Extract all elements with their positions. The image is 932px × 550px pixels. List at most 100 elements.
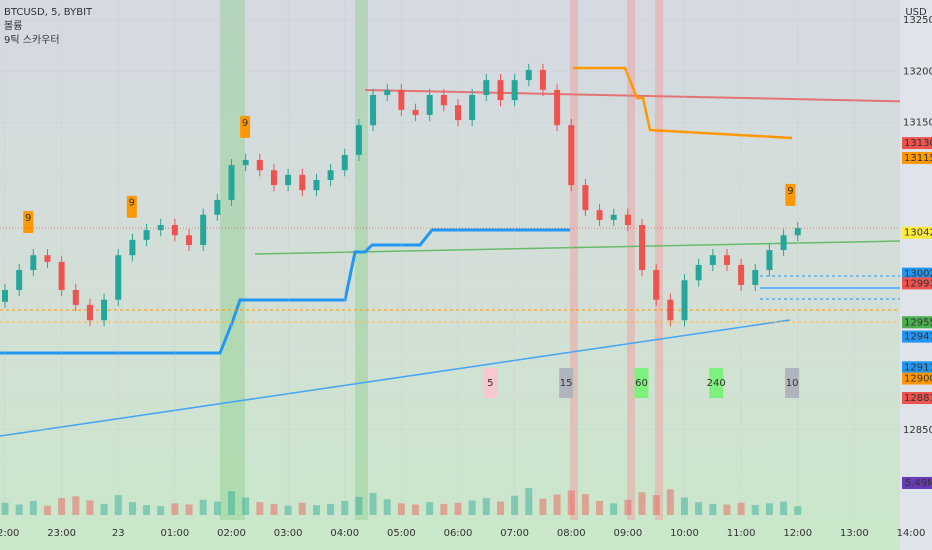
price-tag-label: 12993.0 [904,278,932,289]
x-tick-label: 06:00 [444,528,473,539]
volume-bar [355,496,363,515]
volume-bar [270,503,278,515]
candle-body [16,270,23,291]
x-tick-label: 12:00 [783,528,812,539]
timeframe-box [634,368,649,398]
candle-body [483,80,490,95]
volume-bar [765,503,773,515]
price-tag [902,226,932,239]
y-tick-label: 12850.0 [903,425,932,436]
volume-bar [482,498,490,515]
volume-bar [539,498,547,515]
timeframe-label: 240 [707,378,726,389]
signal-label: 9 [242,118,248,129]
candle-body [30,255,37,271]
timeframe-label: 60 [635,378,648,389]
candle-body [2,290,8,302]
volume-bar [596,501,604,515]
candle-body [455,105,461,121]
timeframe-box [559,368,574,398]
timeframe-label: 10 [786,378,799,389]
volume-bar [383,499,391,515]
volume-bar [284,505,292,515]
candle-body [299,174,306,191]
x-tick-label: 05:00 [387,528,416,539]
volume-bar [327,503,335,515]
overlays [0,0,900,520]
volume-bar [228,491,235,515]
x-tick-label: 23 [112,528,125,539]
volume-bar [511,495,519,515]
volume-bar [341,501,349,515]
candle-body [214,199,221,215]
candle-body [384,89,391,95]
candle-body [738,264,745,285]
volume-bar [1,502,9,515]
candle-body [752,270,759,285]
candle-body [667,299,674,321]
candle-body [228,165,235,200]
candle-body [256,159,263,171]
volume-bar [100,503,108,515]
volume-bar [638,492,646,515]
candle-body [115,255,122,300]
candle-body [511,80,518,101]
price-tag [902,392,932,405]
volume-bar [397,503,405,515]
x-tick-label: 01:00 [160,528,189,539]
price-tag [902,267,932,280]
candle-body [58,261,65,291]
volume-bar [185,504,193,515]
x-tick-label: 03:00 [274,528,303,539]
volume-bar [454,502,462,515]
candle-body [766,250,773,271]
x-tick-label: 23:00 [47,528,76,539]
volume-bar [43,505,51,515]
volume-bar [709,503,717,515]
plot: 9 9 9 9 5 15 60 240 10 [0,0,900,520]
currency-label: USD [905,7,927,18]
volume-bar [695,502,703,515]
volume-bar [468,500,476,515]
volume-bar [440,503,448,515]
y-tick-label: 13250.0 [903,15,932,26]
signal-box [126,195,137,218]
candle-body [681,280,688,321]
price-tag [902,316,932,329]
x-tick-label: 08:00 [557,528,586,539]
candle-body [44,255,51,262]
volume-bar [29,501,37,515]
candle-body [270,170,277,186]
price-tag-label: 12900.0 [904,374,932,385]
legend-entry: 볼륨 [4,20,22,32]
volume-bar [666,489,674,515]
price-tag [902,361,932,374]
price-tag-label: 13042.5 [904,228,932,239]
candle-body [582,185,589,211]
volume-bar [426,502,434,515]
candle-body [143,230,150,240]
timeframe-box [785,368,800,398]
price-tag-label: 13115.5 [904,153,932,164]
price-tag [902,330,932,343]
x-tick-label: 09:00 [613,528,642,539]
highlight-band [627,0,635,520]
candle-body [341,154,348,171]
candle-body [554,89,561,126]
candle-body [171,225,178,236]
signal-label: 9 [787,186,793,197]
candle-body [285,174,292,186]
y-tick-label: 13150.0 [903,118,932,129]
candle-body [327,170,334,180]
volume-bar [369,492,377,515]
timeframe-box [483,368,498,398]
candle-body [639,225,646,271]
candle-body [72,290,79,305]
signal-label: 9 [129,198,135,209]
highlight-band [355,0,368,520]
highlight-band [655,0,663,520]
volume-bar [72,496,80,515]
volume-bar [525,488,533,515]
volume-bar [199,499,207,515]
signal-box [785,183,796,206]
